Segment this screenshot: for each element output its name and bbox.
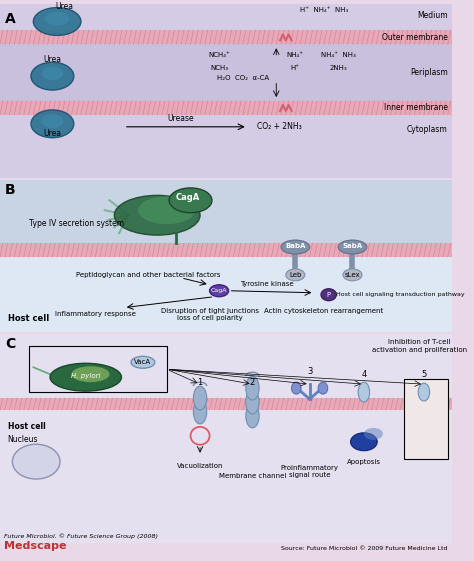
Text: Nucleus: Nucleus — [8, 435, 38, 444]
Ellipse shape — [318, 382, 328, 394]
Text: Urea: Urea — [44, 128, 62, 138]
Ellipse shape — [138, 196, 195, 224]
Text: Type IV secretion system: Type IV secretion system — [28, 219, 124, 228]
Text: VacA: VacA — [134, 359, 152, 365]
Bar — [0, 181, 452, 333]
Text: Urea: Urea — [44, 55, 62, 64]
Bar — [0, 101, 452, 115]
Ellipse shape — [338, 240, 367, 254]
Bar — [0, 334, 452, 543]
Text: Medium: Medium — [417, 11, 448, 20]
Text: NH₄⁺  NH₃: NH₄⁺ NH₃ — [321, 52, 356, 58]
Ellipse shape — [246, 376, 259, 400]
Text: Apoptosis: Apoptosis — [347, 459, 381, 465]
Text: C: C — [5, 338, 15, 351]
Bar — [28, 346, 167, 392]
Ellipse shape — [12, 444, 60, 479]
Text: Peptidoglycan and other bacterial factors: Peptidoglycan and other bacterial factor… — [76, 272, 221, 278]
Ellipse shape — [358, 382, 370, 402]
Text: CO₂ + 2NH₃: CO₂ + 2NH₃ — [257, 122, 302, 131]
Text: Source: Future Microbiol © 2009 Future Medicine Ltd: Source: Future Microbiol © 2009 Future M… — [281, 546, 448, 551]
Ellipse shape — [31, 110, 74, 138]
Ellipse shape — [364, 428, 383, 440]
Text: NH₄⁺: NH₄⁺ — [287, 52, 304, 58]
Bar — [0, 30, 452, 44]
Bar — [0, 3, 452, 178]
Text: BabA: BabA — [285, 243, 306, 249]
Bar — [404, 379, 448, 459]
Text: NCH₃: NCH₃ — [210, 65, 228, 71]
Text: H⁺: H⁺ — [291, 65, 300, 71]
Text: Cytoplasm: Cytoplasm — [407, 125, 448, 134]
Ellipse shape — [321, 289, 336, 301]
Ellipse shape — [281, 240, 310, 254]
Text: Future Microbiol. © Future Science Group (2008): Future Microbiol. © Future Science Group… — [4, 534, 158, 539]
Ellipse shape — [246, 390, 259, 414]
Text: 2: 2 — [250, 378, 255, 387]
Text: Tyrosine kinase: Tyrosine kinase — [240, 280, 293, 287]
Text: Outer membrane: Outer membrane — [382, 33, 448, 42]
Ellipse shape — [42, 114, 63, 128]
Ellipse shape — [42, 66, 63, 80]
Text: 1: 1 — [198, 378, 203, 387]
Text: Inner membrane: Inner membrane — [384, 103, 448, 112]
Text: 3: 3 — [307, 367, 312, 376]
Ellipse shape — [286, 269, 305, 281]
Ellipse shape — [72, 366, 109, 382]
Bar — [0, 44, 452, 101]
Bar — [0, 398, 452, 410]
Ellipse shape — [114, 195, 200, 235]
Bar — [0, 257, 452, 333]
Ellipse shape — [31, 62, 74, 90]
Text: Inhibition of T-cell
activation and proliferation: Inhibition of T-cell activation and prol… — [372, 339, 467, 353]
Ellipse shape — [343, 269, 362, 281]
Text: Leb: Leb — [289, 272, 301, 278]
Ellipse shape — [131, 356, 155, 368]
Text: H⁺  NH₄⁺  NH₃: H⁺ NH₄⁺ NH₃ — [300, 7, 348, 12]
Ellipse shape — [169, 188, 212, 213]
Text: Membrane channel: Membrane channel — [219, 472, 286, 479]
Text: Urea: Urea — [56, 2, 74, 11]
Text: SabA: SabA — [342, 243, 363, 249]
Text: sLex: sLex — [345, 272, 360, 278]
Ellipse shape — [292, 382, 301, 394]
Ellipse shape — [351, 433, 377, 450]
Text: Periplasm: Periplasm — [410, 68, 448, 77]
Text: B: B — [5, 183, 15, 197]
Text: CagA: CagA — [175, 193, 200, 202]
Text: Actin cytoskeleton rearrangement: Actin cytoskeleton rearrangement — [264, 307, 383, 314]
Ellipse shape — [50, 364, 121, 391]
Text: 2NH₃: 2NH₃ — [329, 65, 347, 71]
Ellipse shape — [193, 400, 207, 424]
Text: Host cell signaling transduction pathway: Host cell signaling transduction pathway — [336, 292, 465, 297]
Text: Urease: Urease — [168, 114, 194, 123]
Bar — [0, 243, 452, 257]
Ellipse shape — [45, 12, 69, 26]
Text: Host cell: Host cell — [8, 422, 46, 431]
Text: P: P — [327, 292, 331, 298]
Ellipse shape — [33, 8, 81, 35]
Text: 4: 4 — [361, 370, 366, 379]
Text: 5: 5 — [421, 370, 427, 379]
Text: Host cell: Host cell — [8, 314, 49, 323]
Text: Disruption of tight junctions
loss of cell polarity: Disruption of tight junctions loss of ce… — [161, 307, 259, 321]
Text: NCH₄⁺: NCH₄⁺ — [208, 52, 230, 58]
Ellipse shape — [418, 383, 429, 401]
Text: Vacuolization: Vacuolization — [177, 463, 223, 468]
Text: Proinflammatory
signal route: Proinflammatory signal route — [281, 465, 338, 479]
Text: Inflammatory response: Inflammatory response — [55, 311, 136, 316]
Text: H. pylori: H. pylori — [71, 373, 100, 379]
Text: A: A — [5, 12, 16, 26]
Ellipse shape — [210, 285, 228, 297]
Ellipse shape — [246, 404, 259, 428]
Ellipse shape — [193, 386, 207, 410]
Text: H₂O  CO₂  α-CA: H₂O CO₂ α-CA — [217, 75, 269, 81]
Text: CagA: CagA — [211, 288, 228, 293]
Text: Medscape: Medscape — [4, 541, 66, 551]
